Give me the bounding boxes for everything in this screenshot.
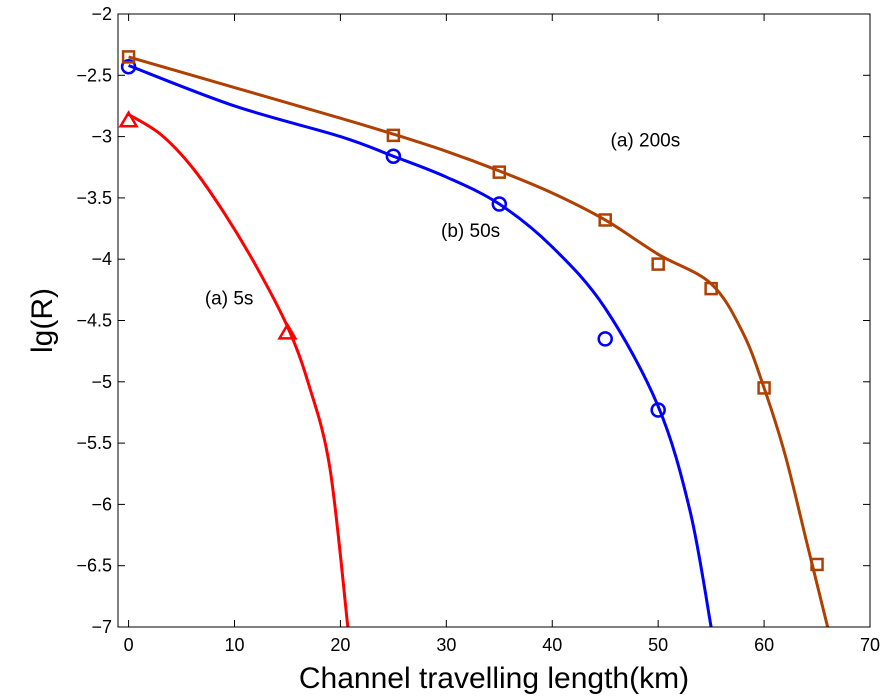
annotations: (a) 200s (b) 50s (a) 5s — [205, 130, 680, 309]
y-tick-label: −3.5 — [76, 188, 112, 208]
square-marker — [386, 128, 401, 143]
y-tick-label: −3 — [91, 127, 112, 147]
square-marker — [757, 381, 771, 395]
square-marker — [651, 257, 665, 271]
series-line-square — [128, 55, 830, 627]
y-tick-label: −7 — [91, 617, 112, 637]
square-marker — [492, 165, 507, 179]
y-tick-label: −6.5 — [76, 556, 112, 576]
circle-marker — [597, 331, 613, 347]
series-annotation: (b) 50s — [441, 221, 500, 242]
y-tick-label: −2 — [91, 4, 112, 24]
y-tick-label: −4 — [91, 249, 112, 269]
series-line-triangle — [127, 113, 350, 627]
x-tick-label: 40 — [542, 635, 562, 655]
x-axis-label: Channel travelling length(km) — [299, 662, 689, 695]
circle-marker — [385, 148, 402, 164]
triangle-marker — [277, 322, 298, 340]
y-tick-label: −2.5 — [76, 65, 112, 85]
x-tick-label: 0 — [124, 635, 134, 655]
y-tick-label: −4.5 — [76, 311, 112, 331]
y-axis-label: lg(R) — [26, 288, 59, 353]
y-tick-labels: −7 −6.5 −6 −5.5 −5 −4.5 −4 −3.5 −3 −2.5 −2 — [76, 4, 112, 637]
y-tick-label: −5.5 — [76, 433, 112, 453]
series-annotation: (a) 5s — [205, 289, 254, 310]
x-tick-label: 30 — [436, 635, 456, 655]
series-line-circle — [128, 64, 713, 627]
circle-marker — [120, 58, 137, 75]
y-tick-label: −5 — [91, 372, 112, 392]
square-marker — [598, 213, 612, 227]
triangle-marker — [118, 110, 139, 128]
circle-marker — [491, 196, 508, 212]
x-tick-labels: 0 10 20 30 40 50 60 70 — [124, 635, 880, 655]
square-marker — [810, 557, 824, 572]
axis-ticks — [118, 13, 871, 628]
x-tick-label: 20 — [330, 635, 350, 655]
x-tick-label: 50 — [648, 635, 668, 655]
square-marker — [121, 50, 136, 64]
circle-marker — [650, 402, 666, 418]
series-annotation: (a) 200s — [611, 130, 681, 151]
series-markers — [118, 50, 824, 572]
x-tick-label: 10 — [224, 635, 244, 655]
x-tick-label: 70 — [860, 635, 880, 655]
x-tick-label: 60 — [754, 635, 774, 655]
square-marker — [704, 281, 718, 296]
series-curves — [127, 55, 830, 627]
y-tick-label: −6 — [91, 494, 112, 514]
